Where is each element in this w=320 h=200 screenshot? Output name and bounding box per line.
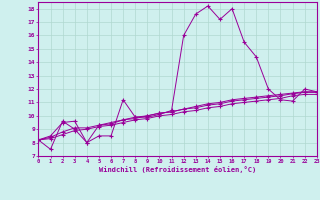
X-axis label: Windchill (Refroidissement éolien,°C): Windchill (Refroidissement éolien,°C) [99, 166, 256, 173]
